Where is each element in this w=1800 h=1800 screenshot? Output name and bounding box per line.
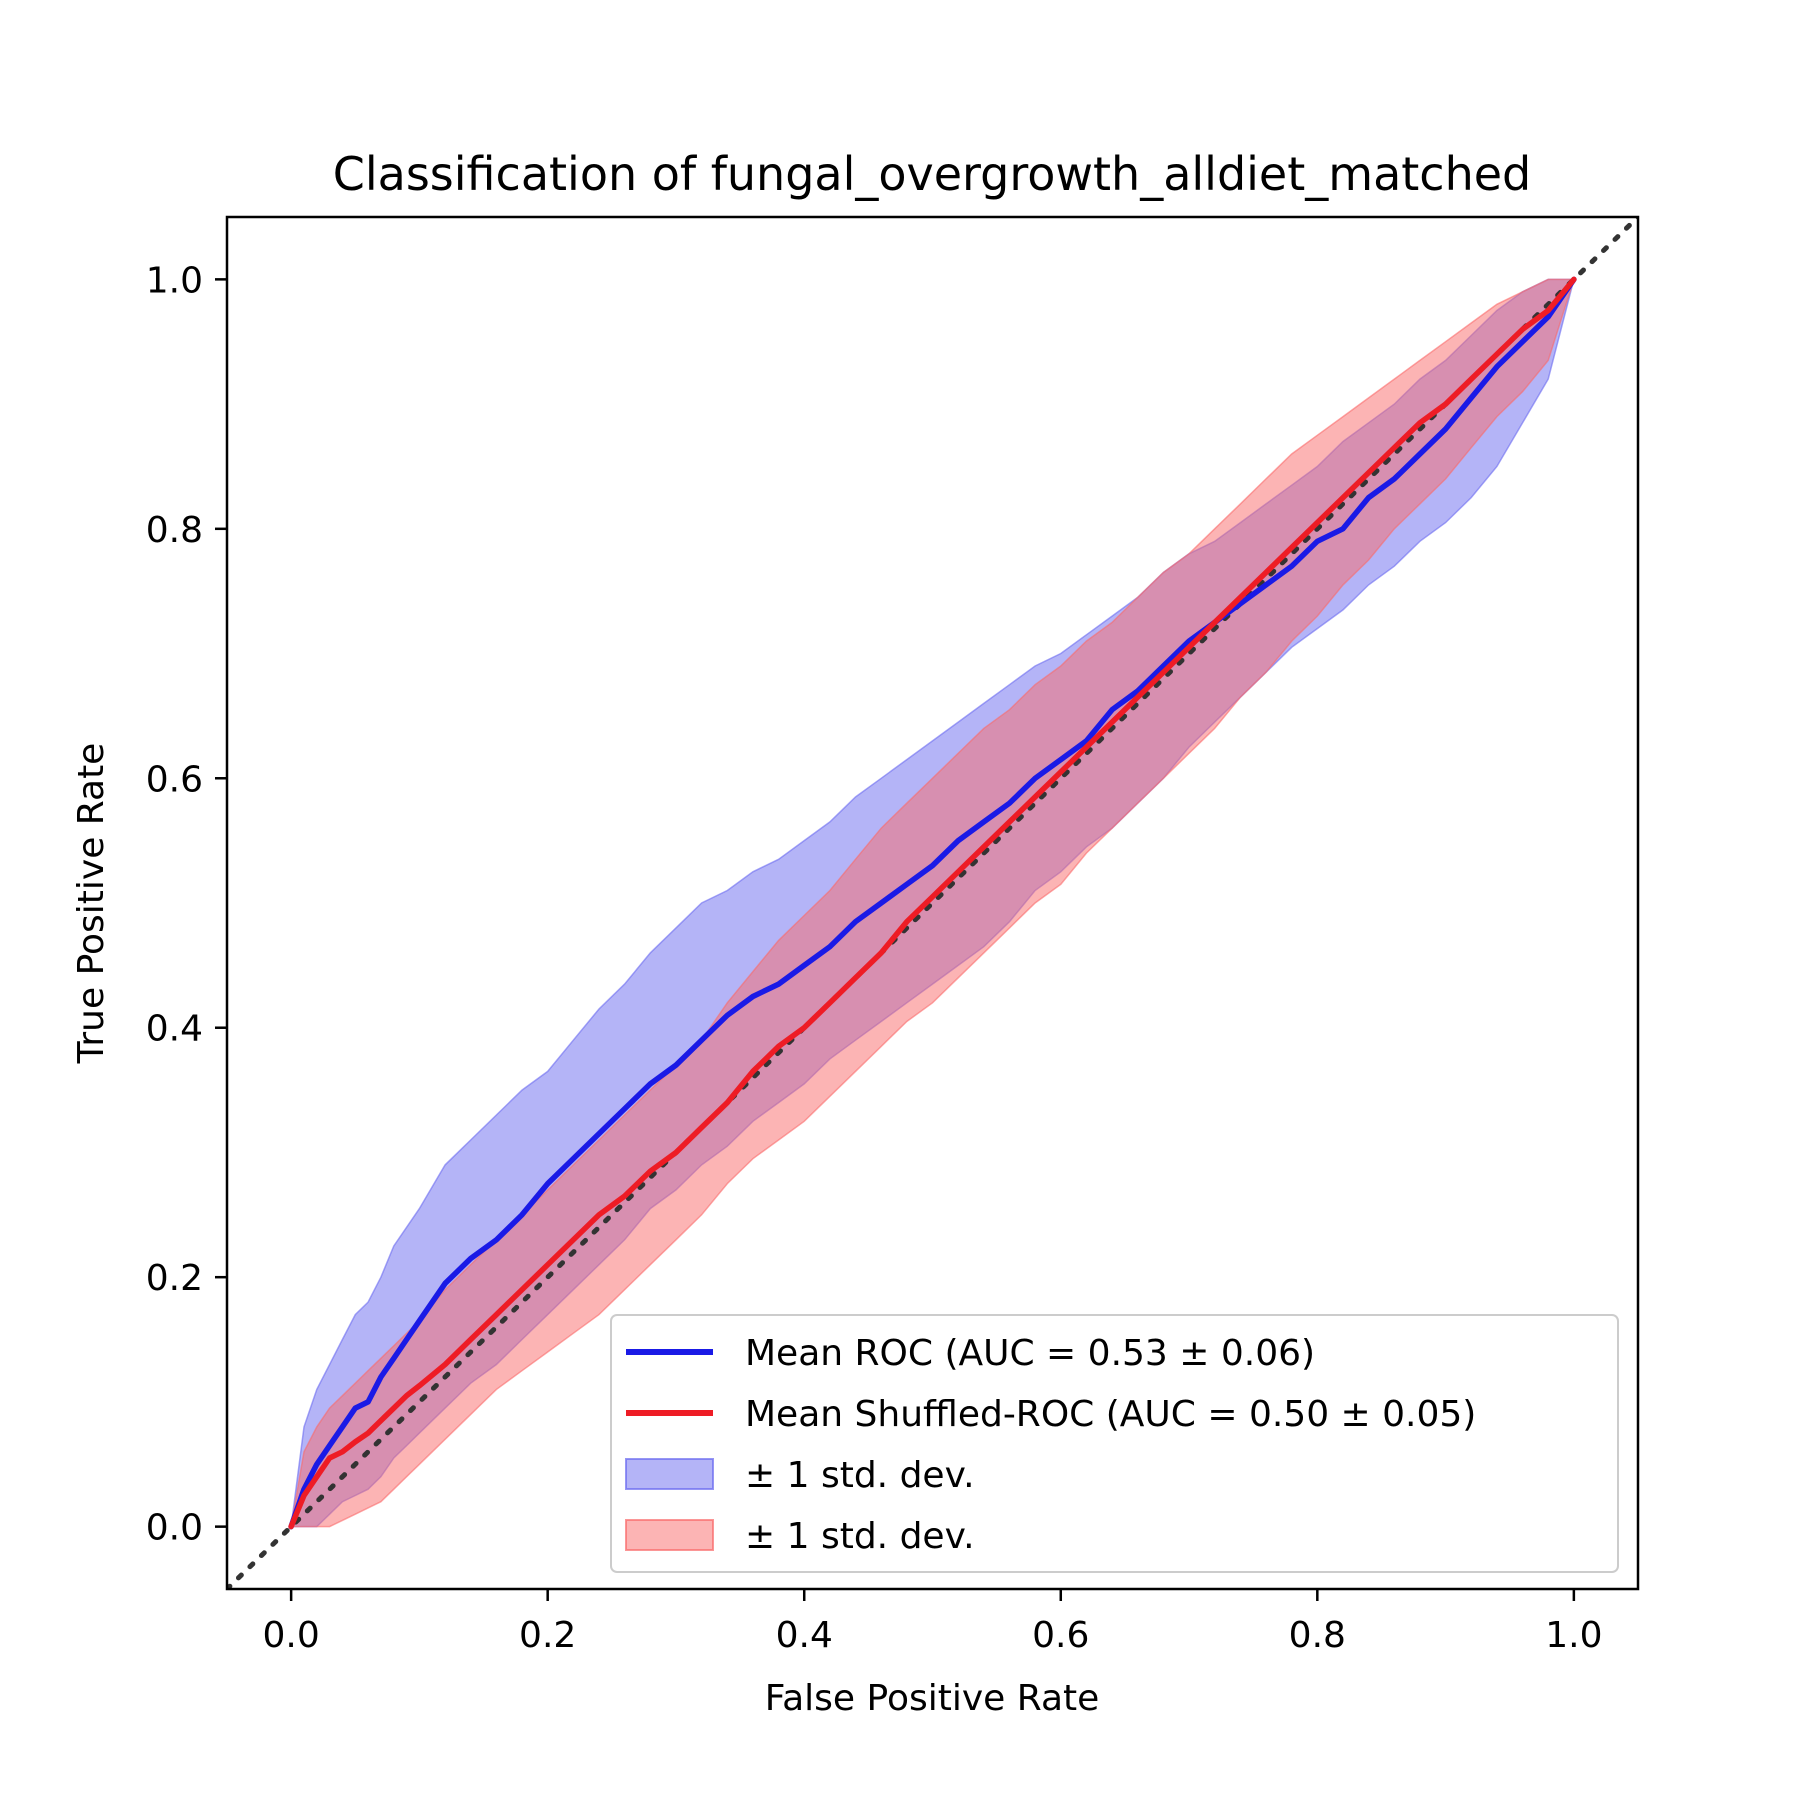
- legend-box: [610, 1314, 1619, 1573]
- legend-label: ± 1 std. dev.: [745, 1455, 975, 1496]
- x-tick-label: 0.2: [519, 1615, 576, 1656]
- roc-lines: [227, 217, 1638, 1589]
- x-tick-label: 0.8: [1289, 1615, 1346, 1656]
- mean-roc-line: [288, 276, 1577, 1530]
- chart-title: Classification of fungal_overgrowth_alld…: [333, 147, 1532, 201]
- legend: Mean ROC (AUC = 0.53 ± 0.06) Mean Shuffle…: [610, 1314, 1619, 1573]
- legend-patch-swatch: [625, 1458, 714, 1490]
- legend-patch-swatch: [625, 1519, 714, 1551]
- y-tick-label: 0.0: [146, 1508, 203, 1549]
- y-tick-label: 0.2: [146, 1258, 203, 1299]
- y-axis-ticks: 0.0 0.2 0.4 0.6 0.8 1.0: [146, 260, 227, 1549]
- plot-frame: [225, 215, 1640, 1591]
- x-axis-ticks: 0.0 0.2 0.4 0.6 0.8 1.0: [263, 1589, 1602, 1656]
- legend-label: ± 1 std. dev.: [745, 1516, 975, 1557]
- y-tick-label: 0.4: [146, 1009, 203, 1050]
- x-tick-label: 0.6: [1032, 1615, 1089, 1656]
- legend-label: Mean ROC (AUC = 0.53 ± 0.06): [745, 1333, 1315, 1374]
- y-tick-label: 0.6: [146, 759, 203, 800]
- x-tick-label: 0.4: [776, 1615, 833, 1656]
- legend-label: Mean Shuffled-ROC (AUC = 0.50 ± 0.05): [745, 1394, 1476, 1435]
- y-tick-label: 0.8: [146, 510, 203, 551]
- y-axis-label: True Positive Rate: [71, 743, 112, 1065]
- x-tick-label: 0.0: [263, 1615, 320, 1656]
- mean-shuffled-roc-line: [288, 276, 1577, 1530]
- y-tick-label: 1.0: [146, 260, 203, 301]
- x-tick-label: 1.0: [1545, 1615, 1602, 1656]
- x-axis-label: False Positive Rate: [765, 1678, 1100, 1719]
